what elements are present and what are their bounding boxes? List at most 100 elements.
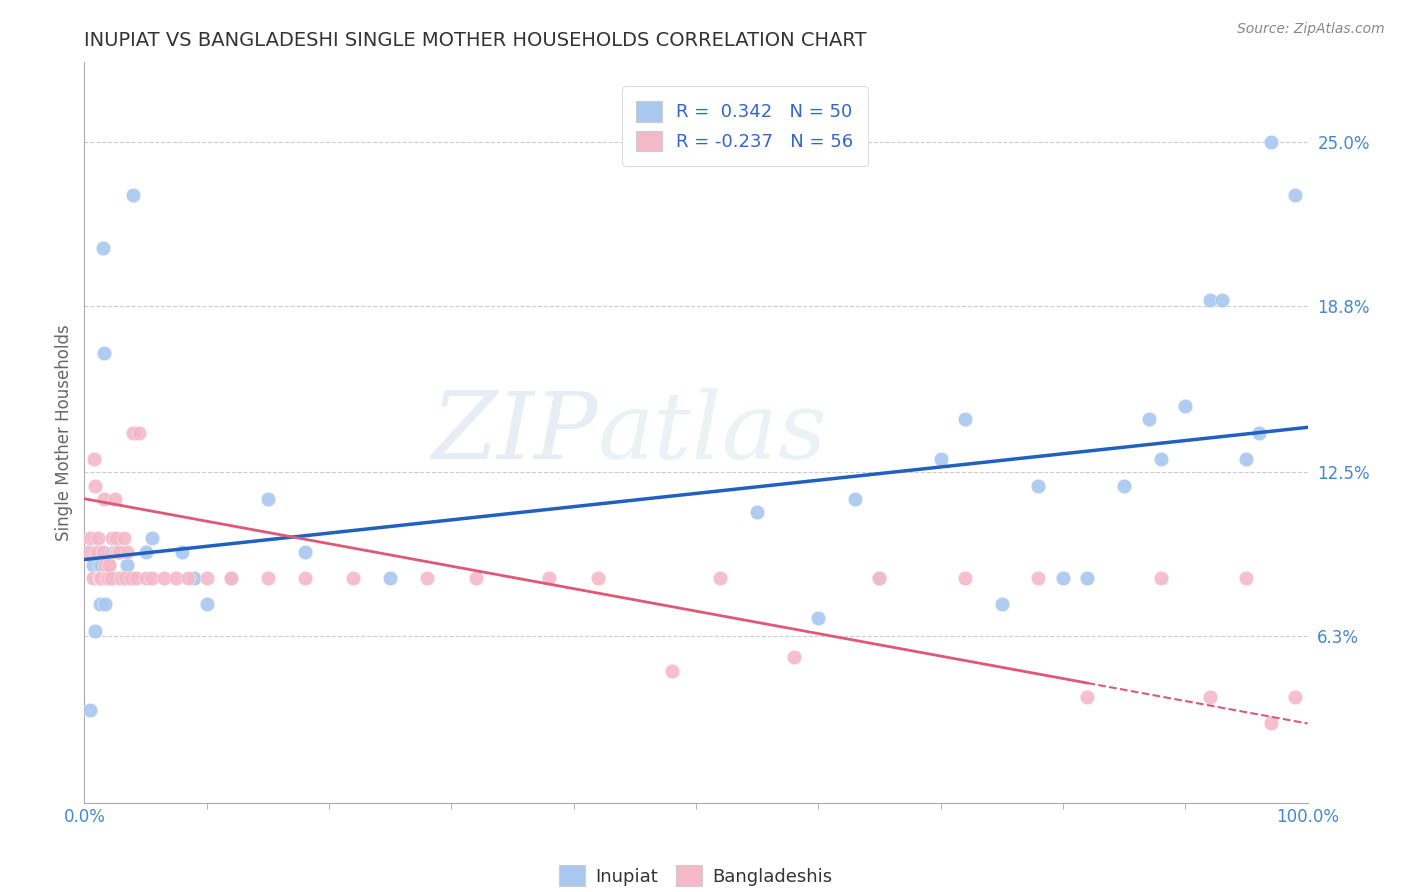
Point: [94, 558, 117, 572]
Point: [1198, 690, 1220, 704]
Point: [141, 532, 163, 546]
Point: [1236, 452, 1258, 467]
Point: [84, 624, 107, 638]
Point: [79, 703, 101, 717]
Point: [115, 544, 138, 558]
Point: [120, 571, 142, 585]
Point: [87, 558, 110, 572]
Point: [538, 571, 561, 585]
Point: [869, 571, 891, 585]
Point: [93, 491, 115, 506]
Point: [1150, 571, 1173, 585]
Point: [416, 571, 439, 585]
Point: [1137, 412, 1160, 426]
Point: [104, 491, 127, 506]
Point: [1284, 187, 1306, 202]
Point: [1076, 690, 1098, 704]
Point: [97, 558, 120, 572]
Point: [82, 558, 104, 572]
Point: [869, 571, 891, 585]
Point: [257, 571, 280, 585]
Point: [195, 571, 218, 585]
Point: [1150, 452, 1173, 467]
Point: [83, 452, 105, 467]
Point: [125, 571, 148, 585]
Point: [100, 571, 122, 585]
Legend: Inupiat, Bangladeshis: Inupiat, Bangladeshis: [550, 856, 842, 892]
Point: [110, 571, 132, 585]
Point: [165, 571, 187, 585]
Point: [1211, 293, 1233, 308]
Point: [96, 571, 118, 585]
Point: [183, 571, 205, 585]
Point: [105, 544, 128, 558]
Point: [586, 571, 609, 585]
Point: [97, 571, 120, 585]
Point: [96, 571, 118, 585]
Point: [91, 544, 114, 558]
Point: [294, 571, 316, 585]
Point: [105, 532, 128, 546]
Point: [110, 571, 132, 585]
Point: [107, 571, 129, 585]
Point: [100, 571, 122, 585]
Point: [94, 598, 117, 612]
Point: [1052, 571, 1074, 585]
Point: [107, 544, 129, 558]
Point: [953, 571, 976, 585]
Point: [1028, 478, 1050, 492]
Point: [84, 478, 107, 492]
Point: [195, 598, 218, 612]
Point: [1028, 571, 1050, 585]
Point: [90, 571, 112, 585]
Point: [219, 571, 242, 585]
Point: [294, 544, 316, 558]
Point: [135, 544, 157, 558]
Point: [86, 571, 108, 585]
Point: [89, 598, 111, 612]
Point: [93, 346, 115, 360]
Point: [991, 598, 1014, 612]
Point: [219, 571, 242, 585]
Text: atlas: atlas: [598, 388, 828, 477]
Point: [82, 571, 104, 585]
Point: [86, 544, 108, 558]
Point: [122, 425, 145, 440]
Point: [77, 544, 100, 558]
Point: [112, 571, 135, 585]
Point: [153, 571, 176, 585]
Point: [1260, 716, 1282, 731]
Point: [1198, 293, 1220, 308]
Point: [709, 571, 731, 585]
Point: [661, 664, 683, 678]
Point: [91, 241, 114, 255]
Point: [257, 491, 280, 506]
Text: INUPIAT VS BANGLADESHI SINGLE MOTHER HOUSEHOLDS CORRELATION CHART: INUPIAT VS BANGLADESHI SINGLE MOTHER HOU…: [84, 30, 868, 50]
Text: Source: ZipAtlas.com: Source: ZipAtlas.com: [1237, 22, 1385, 37]
Point: [464, 571, 486, 585]
Point: [89, 571, 111, 585]
Point: [1260, 135, 1282, 149]
Point: [101, 532, 124, 546]
Point: [135, 571, 157, 585]
Point: [141, 571, 163, 585]
Point: [122, 187, 145, 202]
Point: [177, 571, 200, 585]
Point: [1076, 571, 1098, 585]
Point: [79, 532, 101, 546]
Point: [103, 544, 125, 558]
Point: [87, 571, 110, 585]
Point: [1284, 690, 1306, 704]
Point: [87, 532, 110, 546]
Point: [844, 491, 866, 506]
Point: [929, 452, 952, 467]
Point: [783, 650, 806, 665]
Y-axis label: Single Mother Households: Single Mother Households: [55, 325, 73, 541]
Point: [172, 544, 194, 558]
Point: [1114, 478, 1136, 492]
Point: [1236, 571, 1258, 585]
Point: [747, 505, 769, 519]
Point: [807, 610, 830, 624]
Point: [105, 544, 128, 558]
Point: [128, 425, 150, 440]
